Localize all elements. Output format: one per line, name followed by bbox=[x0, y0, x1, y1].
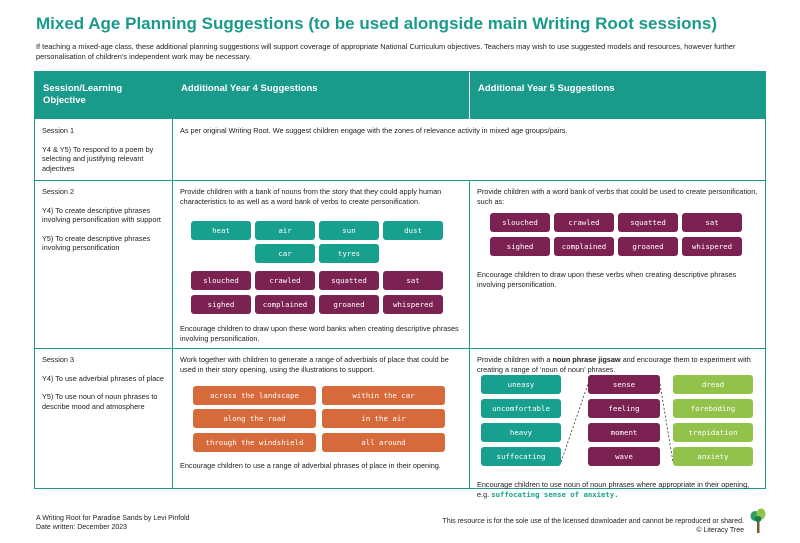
jigsaw-noun-card: wave bbox=[588, 447, 660, 466]
session1-objective: Y4 & Y5) To respond to a poem by selecti… bbox=[42, 144, 154, 173]
footer-date: Date written: December 2023 bbox=[36, 524, 128, 531]
adverbial-card: along the road bbox=[193, 409, 316, 428]
adverbial-card: across the landscape bbox=[193, 386, 316, 405]
session3-objective-cell: Session 3 Y4) To use adverbial phrases o… bbox=[35, 348, 172, 411]
adverbial-card: through the windshield bbox=[193, 433, 316, 452]
footer-credits: A Writing Root for Paradise Sands by Lev… bbox=[36, 514, 190, 532]
verb-card: squatted bbox=[618, 213, 678, 232]
verb-card: sat bbox=[383, 271, 443, 290]
noun-card: car bbox=[255, 244, 315, 263]
adverbial-card: within the car bbox=[322, 386, 445, 405]
header-year5: Additional Year 5 Suggestions bbox=[470, 72, 766, 119]
verb-card: crawled bbox=[554, 213, 614, 232]
jigsaw-noun-card: anxiety bbox=[673, 447, 753, 466]
literacy-tree-logo-icon bbox=[750, 508, 766, 533]
session3-y4-intro: Work together with children to generate … bbox=[180, 355, 449, 374]
session3-y5-cell: Provide children with a noun phrase jigs… bbox=[470, 348, 766, 499]
session3-y4-outro: Encourage children to use a range of adv… bbox=[180, 461, 441, 470]
header-year4: Additional Year 4 Suggestions bbox=[173, 72, 469, 119]
verb-card: complained bbox=[255, 295, 315, 314]
noun-card: sun bbox=[319, 221, 379, 240]
session2-y4-outro: Encourage children to draw upon these wo… bbox=[180, 324, 459, 343]
session2-objective-cell: Session 2 Y4) To create descriptive phra… bbox=[35, 180, 172, 253]
header-objective: Session/Learning Objective bbox=[35, 72, 172, 119]
verb-card: sighed bbox=[191, 295, 251, 314]
session3-label: Session 3 bbox=[42, 355, 75, 364]
session3-y4-objective: Y4) To use adverbial phrases of place bbox=[42, 373, 164, 383]
session2-y5-objective: Y5) To create descriptive phrases involv… bbox=[42, 233, 151, 253]
verb-card: squatted bbox=[319, 271, 379, 290]
intro-text: If teaching a mixed-age class, these add… bbox=[36, 42, 736, 61]
session3-y5-objective: Y5) To use noun of noun phrases to descr… bbox=[42, 392, 158, 411]
verb-card: slouched bbox=[490, 213, 550, 232]
session3-y4-cell: Work together with children to generate … bbox=[173, 348, 469, 490]
session1-objective-cell: Session 1 Y4 & Y5) To respond to a poem … bbox=[35, 119, 172, 173]
session1-suggestion: As per original Writing Root. We suggest… bbox=[180, 126, 568, 135]
noun-card: heat bbox=[191, 221, 251, 240]
jigsaw-noun-card: feeling bbox=[588, 399, 660, 418]
verb-card: sat bbox=[682, 213, 742, 232]
jigsaw-noun-card: foreboding bbox=[673, 399, 753, 418]
row-divider bbox=[35, 180, 765, 181]
jigsaw-noun-card: dread bbox=[673, 375, 753, 394]
verb-card: whispered bbox=[383, 295, 443, 314]
footer-license-text: This resource is for the sole use of the… bbox=[442, 518, 744, 525]
noun-card: tyres bbox=[319, 244, 379, 263]
session2-y4-intro: Provide children with a bank of nouns fr… bbox=[180, 187, 442, 206]
verb-card: crawled bbox=[255, 271, 315, 290]
session2-y4-cell: Provide children with a bank of nouns fr… bbox=[173, 180, 469, 348]
session3-y5-intro: Provide children with a noun phrase jigs… bbox=[477, 355, 751, 374]
session3-y5-outro: Encourage children to use noun of noun p… bbox=[477, 480, 750, 499]
planning-table: Session/Learning Objective Additional Ye… bbox=[34, 71, 766, 499]
session1-label: Session 1 bbox=[42, 126, 75, 135]
jigsaw-noun-card: trepidation bbox=[673, 423, 753, 442]
footer-book-credit: A Writing Root for Paradise Sands by Lev… bbox=[36, 515, 190, 522]
session2-y5-cell: Provide children with a word bank of ver… bbox=[470, 180, 766, 348]
session2-y5-outro: Encourage children to draw upon these ve… bbox=[477, 270, 737, 289]
verb-card: sighed bbox=[490, 237, 550, 256]
verb-card: whispered bbox=[682, 237, 742, 256]
column-divider bbox=[172, 72, 173, 488]
session2-label: Session 2 bbox=[42, 187, 75, 196]
session2-y5-intro: Provide children with a word bank of ver… bbox=[477, 187, 758, 206]
adverbial-card: all around bbox=[322, 433, 445, 452]
adverbial-card: in the air bbox=[322, 409, 445, 428]
jigsaw-noun-card: moment bbox=[588, 423, 660, 442]
verb-card: groaned bbox=[319, 295, 379, 314]
noun-card: dust bbox=[383, 221, 443, 240]
jigsaw-adjective-card: suffocating bbox=[481, 447, 561, 466]
jigsaw-noun-card: sense bbox=[588, 375, 660, 394]
jigsaw-adjective-card: uncomfortable bbox=[481, 399, 561, 418]
jigsaw-adjective-card: heavy bbox=[481, 423, 561, 442]
noun-phrase-jigsaw-term: noun phrase jigsaw bbox=[552, 355, 621, 364]
verb-card: complained bbox=[554, 237, 614, 256]
column-divider bbox=[469, 180, 470, 488]
jigsaw-adjective-card: uneasy bbox=[481, 375, 561, 394]
session2-y4-objective: Y4) To create descriptive phrases involv… bbox=[42, 205, 161, 225]
verb-card: slouched bbox=[191, 271, 251, 290]
page-title: Mixed Age Planning Suggestions (to be us… bbox=[36, 14, 718, 33]
footer-license: This resource is for the sole use of the… bbox=[442, 517, 744, 535]
example-phrase: suffocating sense of anxiety. bbox=[491, 489, 619, 499]
footer-copyright: © Literacy Tree bbox=[696, 527, 744, 534]
verb-card: groaned bbox=[618, 237, 678, 256]
row-divider bbox=[35, 348, 765, 349]
noun-card: air bbox=[255, 221, 315, 240]
